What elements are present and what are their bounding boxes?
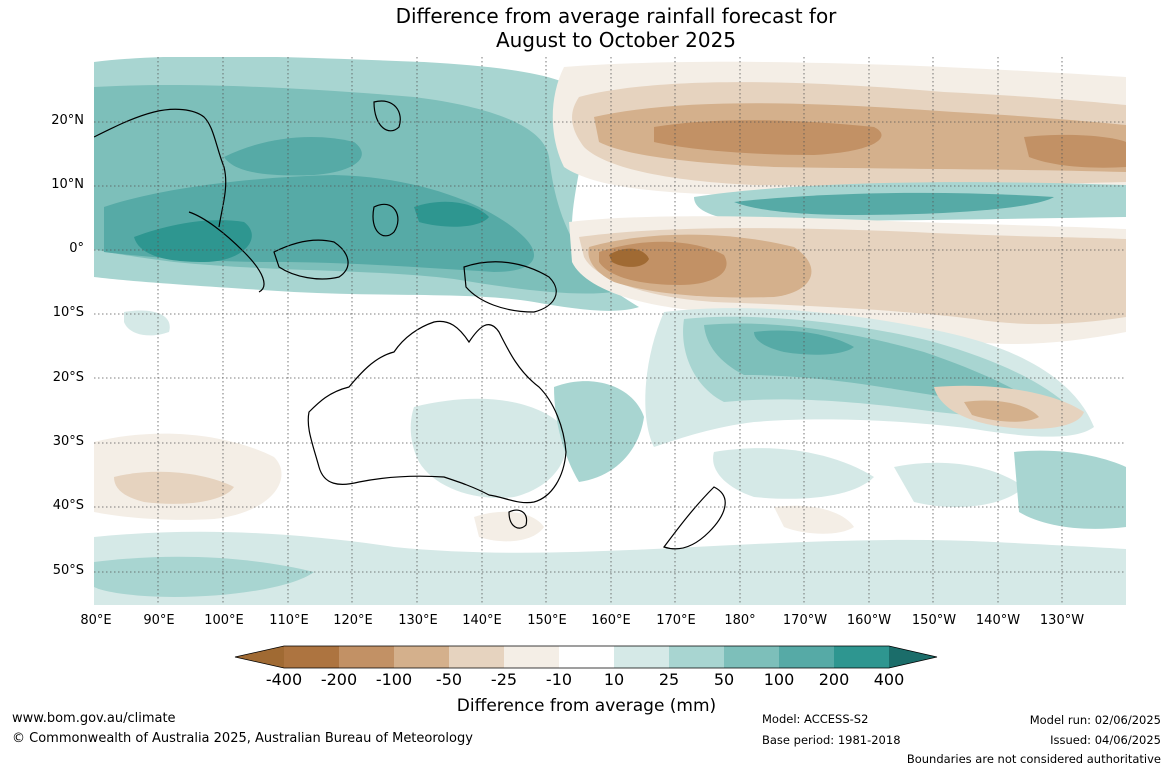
lat-label-40s: 40°S [52,498,84,513]
lon-label-140w: 140°W [975,613,1021,628]
colorbar-tick: 100 [763,670,795,689]
lat-label-10s: 10°S [52,305,84,320]
boundaries-disclaimer: Boundaries are not considered authoritat… [906,752,1161,766]
colorbar-swatch-9 [724,646,779,668]
lon-label-110e: 110°E [269,613,309,628]
colorbar [234,645,938,669]
rainfall-map [94,57,1126,605]
lat-label-30s: 30°S [52,434,84,449]
title-line-2: August to October 2025 [495,28,737,52]
colorbar-swatch-3 [394,646,449,668]
wet-anomaly-north [94,57,639,311]
lat-label-20n: 20°N [51,113,84,128]
colorbar-swatch-5 [504,646,559,668]
colorbar-swatch-6 [559,646,614,668]
colorbar-swatch-1 [284,646,339,668]
colorbar-swatch-4 [449,646,504,668]
lon-label-130e: 130°E [398,613,438,628]
colorbar-tick: 25 [658,670,680,689]
dry-anomaly-south [94,385,1084,542]
model-run-date: Model run: 02/06/2025 [1029,713,1161,727]
colorbar-tick: -200 [320,670,358,689]
map-title: Difference from average rainfall forecas… [0,4,1173,52]
model-name: Model: ACCESS-S2 [762,712,869,726]
lon-label-80e: 80°E [80,613,112,628]
colorbar-swatch-10 [779,646,834,668]
colorbar-tick: 50 [713,670,735,689]
colorbar-tick: -100 [375,670,413,689]
lon-label-180: 180° [724,613,756,628]
colorbar-tick: 200 [818,670,850,689]
issued-date: Issued: 04/06/2025 [1050,733,1161,747]
colorbar-left-arrow [235,646,284,668]
lon-label-160w: 160°W [846,613,892,628]
colorbar-swatch-2 [339,646,394,668]
colorbar-swatch-11 [834,646,889,668]
copyright-notice: © Commonwealth of Australia 2025, Austra… [12,731,473,746]
lat-label-10n: 10°N [51,177,84,192]
colorbar-tick: -10 [545,670,573,689]
colorbar-tick: 10 [603,670,625,689]
lon-label-120e: 120°E [333,613,373,628]
lat-label-50s: 50°S [52,563,84,578]
dry-anomaly-equator [569,216,1126,344]
base-period: Base period: 1981-2018 [762,733,901,747]
lon-label-170e: 170°E [656,613,696,628]
lon-label-160e: 160°E [591,613,631,628]
lon-label-150e: 150°E [527,613,567,628]
colorbar-label: Difference from average (mm) [456,696,717,716]
colorbar-tick: -400 [265,670,303,689]
lat-label-0: 0° [69,241,84,256]
lon-label-150w: 150°W [911,613,957,628]
colorbar-tick: -50 [435,670,463,689]
colorbar-tick: 400 [873,670,905,689]
wet-anomaly-itcz [694,182,1126,221]
gridlines [94,57,1126,605]
website-link[interactable]: www.bom.gov.au/climate [12,711,176,726]
title-line-1: Difference from average rainfall forecas… [395,4,837,28]
colorbar-swatch-7 [614,646,669,668]
lat-label-20s: 20°S [52,370,84,385]
dry-anomaly-north-pacific [552,61,1126,197]
lon-label-130w: 130°W [1039,613,1085,628]
lon-label-140e: 140°E [462,613,502,628]
lon-label-100e: 100°E [204,613,244,628]
lon-label-90e: 90°E [143,613,175,628]
colorbar-right-arrow [889,646,937,668]
rainfall-map-canvas [94,57,1126,605]
colorbar-tick: -25 [490,670,518,689]
coastlines [94,100,726,550]
colorbar-swatch-8 [669,646,724,668]
lon-label-170w: 170°W [782,613,828,628]
